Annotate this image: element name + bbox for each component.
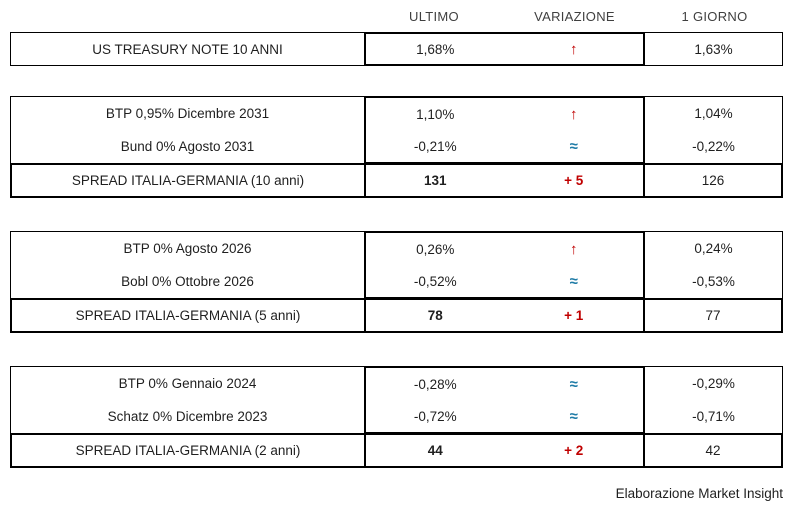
- bond-label: BTP 0,95% Dicembre 2031: [105, 106, 270, 121]
- bond-labels-cell: BTP 0% Gennaio 2024 Schatz 0% Dicembre 2…: [10, 366, 365, 434]
- ultimo-value: -0,28%: [413, 376, 457, 392]
- spread-variation-value: + 1: [564, 308, 584, 323]
- spread-row: SPREAD ITALIA-GERMANIA (2 anni) 44 + 2 4…: [10, 433, 783, 468]
- up-arrow-icon: ↑: [570, 240, 578, 258]
- up-arrow-icon: ↑: [570, 40, 578, 58]
- giorno-value: -0,22%: [692, 139, 735, 154]
- spread-ultimo-value: 78: [427, 308, 443, 323]
- spread-variation-value: + 2: [564, 443, 584, 458]
- bond-giorno-cell: 0,24% -0,53%: [644, 231, 783, 299]
- giorno-value: 0,24%: [694, 241, 733, 256]
- approx-equal-icon: ≈: [569, 407, 578, 425]
- spread-label: SPREAD ITALIA-GERMANIA (5 anni): [75, 308, 301, 323]
- spread-giorno-value: 126: [701, 173, 725, 188]
- bond-giorno-cell: -0,29% -0,71%: [644, 366, 783, 434]
- bond-label: Bund 0% Agosto 2031: [120, 139, 255, 154]
- spread-row: SPREAD ITALIA-GERMANIA (10 anni) 131 + 5…: [10, 163, 783, 198]
- bond-values-cell: 1,68% ↑: [364, 32, 645, 66]
- bond-labels-cell: US TREASURY NOTE 10 ANNI: [10, 32, 365, 66]
- column-header-ultimo: ULTIMO: [409, 9, 459, 24]
- attribution-text: Elaborazione Market Insight: [615, 486, 783, 501]
- giorno-value: -0,71%: [692, 409, 735, 424]
- bond-values-cell: -0,28% ≈ -0,72% ≈: [364, 366, 645, 434]
- bond-label: US TREASURY NOTE 10 ANNI: [92, 41, 283, 57]
- spread-ultimo-value: 44: [427, 443, 443, 458]
- spread-variation-value: + 5: [564, 173, 584, 188]
- ultimo-value: 1,10%: [416, 106, 455, 122]
- up-arrow-icon: ↑: [570, 105, 578, 123]
- spread-giorno-value: 42: [705, 443, 721, 458]
- spread-giorno-value: 77: [705, 308, 721, 323]
- bond-label: BTP 0% Gennaio 2024: [118, 376, 257, 391]
- ultimo-value: 0,26%: [416, 241, 455, 257]
- giorno-value: -0,53%: [692, 274, 735, 289]
- approx-equal-icon: ≈: [569, 272, 578, 290]
- bond-label: BTP 0% Agosto 2026: [123, 241, 252, 256]
- column-header-giorno: 1 GIORNO: [681, 9, 748, 24]
- column-header-variazione: VARIAZIONE: [534, 9, 615, 24]
- ultimo-value: -0,72%: [413, 408, 457, 424]
- approx-equal-icon: ≈: [569, 375, 578, 393]
- bond-giorno-cell: 1,04% -0,22%: [644, 96, 783, 164]
- ultimo-value: -0,21%: [413, 138, 457, 154]
- giorno-value: -0,29%: [692, 376, 735, 391]
- giorno-value: 1,04%: [694, 106, 733, 121]
- ultimo-value: -0,52%: [413, 273, 457, 289]
- spread-label: SPREAD ITALIA-GERMANIA (2 anni): [75, 443, 301, 458]
- bond-values-cell: 1,10% ↑ -0,21% ≈: [364, 96, 645, 164]
- approx-equal-icon: ≈: [569, 137, 578, 155]
- bond-label: Bobl 0% Ottobre 2026: [121, 274, 254, 289]
- ultimo-value: 1,68%: [416, 41, 455, 57]
- bond-labels-cell: BTP 0,95% Dicembre 2031 Bund 0% Agosto 2…: [10, 96, 365, 164]
- bond-values-cell: 0,26% ↑ -0,52% ≈: [364, 231, 645, 299]
- giorno-value: 1,63%: [694, 41, 733, 57]
- spread-row: SPREAD ITALIA-GERMANIA (5 anni) 78 + 1 7…: [10, 298, 783, 333]
- spread-label: SPREAD ITALIA-GERMANIA (10 anni): [71, 173, 305, 188]
- spread-ultimo-value: 131: [423, 173, 447, 188]
- bond-giorno-cell: 1,63%: [644, 32, 783, 66]
- bond-labels-cell: BTP 0% Agosto 2026 Bobl 0% Ottobre 2026: [10, 231, 365, 299]
- bond-label: Schatz 0% Dicembre 2023: [107, 409, 268, 424]
